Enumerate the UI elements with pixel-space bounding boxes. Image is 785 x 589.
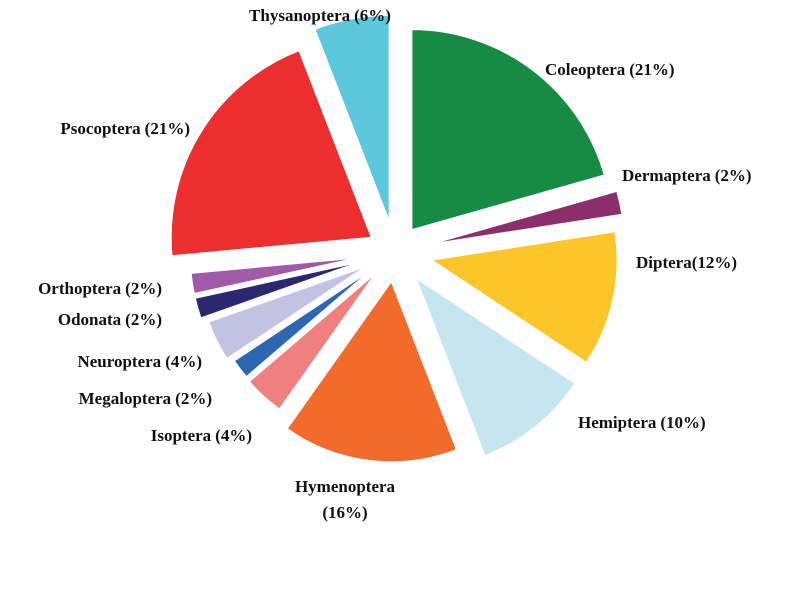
slice-label: Isoptera(4%) — [151, 426, 252, 445]
category-name: Hymenoptera — [295, 477, 396, 496]
value-label: (4%) — [165, 352, 202, 371]
chart: Coleoptera(21%)Dermaptera(2%)Diptera(12%… — [0, 0, 785, 589]
value-label: (6%) — [354, 6, 391, 25]
category-name: Odonata — [58, 310, 122, 329]
value-label: (16%) — [322, 503, 367, 522]
value-label: (12%) — [692, 253, 737, 272]
slice-label: Orthoptera(2%) — [38, 279, 162, 298]
category-name: Megaloptera — [79, 389, 172, 408]
value-label: (10%) — [660, 413, 705, 432]
category-name: Dermaptera — [622, 166, 711, 185]
slice-label: Thysanoptera(6%) — [249, 6, 391, 25]
category-name: Orthoptera — [38, 279, 122, 298]
category-name: Thysanoptera — [249, 6, 351, 25]
slice-label: Odonata(2%) — [58, 310, 162, 329]
category-name: Coleoptera — [545, 60, 626, 79]
category-name: Hemiptera — [578, 413, 657, 432]
slice-label: Hemiptera(10%) — [578, 413, 706, 432]
slice-label: Diptera(12%) — [636, 253, 737, 272]
slice-label: Psocoptera(21%) — [60, 119, 190, 138]
slice-label: Dermaptera(2%) — [622, 166, 752, 185]
category-name: Neuroptera — [77, 352, 161, 371]
category-name: Diptera — [636, 253, 692, 272]
slice-label: Neuroptera(4%) — [77, 352, 202, 371]
category-name: Psocoptera — [60, 119, 141, 138]
value-label: (2%) — [715, 166, 752, 185]
value-label: (2%) — [125, 310, 162, 329]
slice-label: Coleoptera(21%) — [545, 60, 675, 79]
value-label: (21%) — [629, 60, 674, 79]
value-label: (2%) — [125, 279, 162, 298]
category-name: Isoptera — [151, 426, 212, 445]
value-label: (2%) — [175, 389, 212, 408]
slice-label: Megaloptera(2%) — [79, 389, 212, 408]
value-label: (21%) — [145, 119, 190, 138]
value-label: (4%) — [215, 426, 252, 445]
